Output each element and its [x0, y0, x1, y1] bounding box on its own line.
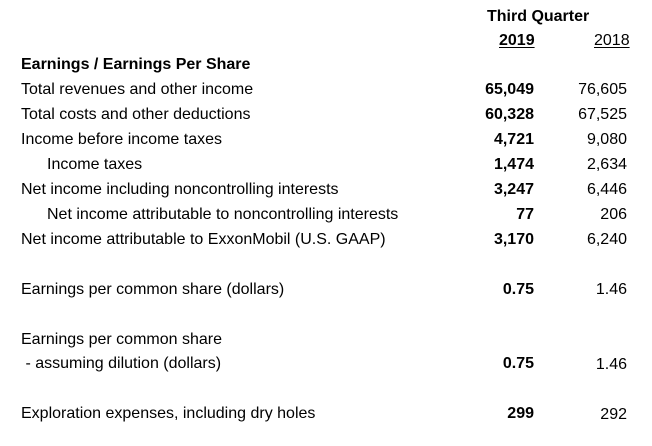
value-2019: 60,328 [485, 106, 534, 123]
row-label: Net income attributable to noncontrollin… [47, 206, 399, 223]
value-2018: 206 [600, 206, 627, 223]
value-2018: 6,240 [586, 231, 627, 248]
year-prior-header: 2018 [594, 32, 630, 49]
value-2018: 9,080 [586, 131, 627, 148]
period-header: Third Quarter [487, 8, 590, 25]
value-2018: 2,634 [586, 156, 627, 173]
row-label: Total revenues and other income [21, 81, 254, 98]
value-2019: 4,721 [493, 131, 534, 148]
value-2019: 1,474 [493, 156, 534, 173]
year-current-header: 2019 [499, 32, 535, 49]
row-label: Income taxes [47, 156, 143, 173]
value-2019: 0.75 [502, 355, 534, 372]
row-label: Net income attributable to ExxonMobil (U… [21, 231, 386, 248]
value-2018: 67,525 [578, 106, 627, 123]
value-2018: 76,605 [578, 81, 627, 98]
row-label: Income before income taxes [21, 131, 222, 148]
row-label-line1: Earnings per common share [21, 331, 222, 348]
value-2019: 3,247 [493, 181, 534, 198]
section-title: Earnings / Earnings Per Share [21, 56, 251, 73]
value-2018: 292 [600, 406, 627, 423]
row-label: Net income including noncontrolling inte… [21, 181, 339, 198]
value-2019: 77 [516, 206, 534, 223]
row-label: Earnings per common share (dollars) [21, 281, 285, 298]
row-label: Exploration expenses, including dry hole… [21, 405, 316, 422]
value-2018: 1.46 [595, 281, 627, 298]
value-2019: 0.75 [502, 281, 534, 298]
row-label: Total costs and other deductions [21, 106, 251, 123]
value-2018: 6,446 [586, 181, 627, 198]
value-2018: 1.46 [595, 356, 627, 373]
row-label-line2: - assuming dilution (dollars) [21, 355, 222, 372]
value-2019: 65,049 [485, 81, 534, 98]
value-2019: 299 [507, 405, 534, 422]
value-2019: 3,170 [493, 231, 534, 248]
